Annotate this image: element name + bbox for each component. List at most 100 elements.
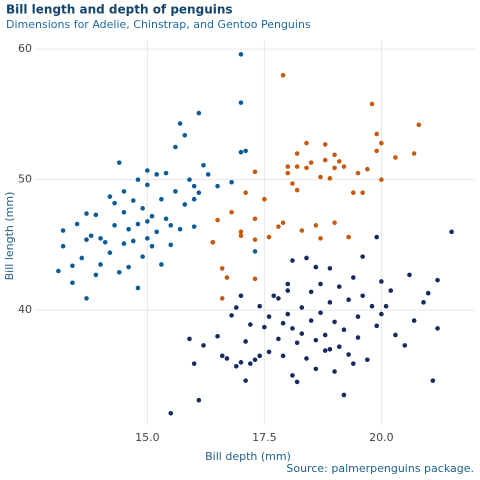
point — [365, 166, 370, 172]
point — [290, 258, 295, 263]
point — [177, 121, 183, 126]
point — [252, 276, 258, 282]
point — [322, 348, 328, 353]
point — [140, 254, 145, 259]
point — [229, 313, 234, 318]
point — [299, 331, 305, 336]
point — [313, 223, 319, 228]
point — [257, 353, 262, 359]
point — [393, 155, 398, 160]
point — [327, 347, 333, 352]
point — [308, 160, 314, 165]
point — [374, 131, 380, 137]
point — [383, 303, 389, 309]
point — [299, 305, 305, 310]
point — [112, 223, 117, 228]
point — [173, 144, 178, 150]
point — [201, 343, 206, 348]
point — [285, 170, 291, 176]
point — [93, 212, 99, 218]
point — [159, 262, 164, 267]
point — [238, 233, 244, 239]
point — [379, 279, 384, 284]
point — [219, 296, 225, 301]
point — [149, 213, 155, 219]
point — [290, 373, 295, 378]
point — [252, 169, 258, 175]
point — [266, 349, 272, 355]
point — [252, 357, 258, 363]
point — [327, 176, 333, 181]
point — [238, 229, 244, 235]
point — [84, 296, 89, 301]
x-tick-label: 20.0 — [369, 431, 394, 444]
point — [224, 356, 230, 361]
point — [70, 263, 75, 269]
point — [219, 266, 225, 271]
point — [243, 190, 248, 195]
point — [374, 234, 380, 240]
point — [421, 300, 426, 305]
point — [182, 132, 188, 138]
point — [215, 217, 220, 223]
point — [215, 183, 220, 189]
point — [285, 281, 291, 287]
point — [70, 280, 75, 286]
point — [56, 268, 61, 274]
y-tick-label: 40 — [18, 303, 32, 316]
point — [341, 164, 347, 169]
point — [308, 289, 314, 295]
point — [435, 326, 440, 331]
point — [449, 229, 454, 235]
point — [416, 122, 422, 128]
point — [112, 200, 117, 206]
point — [126, 264, 131, 270]
point — [294, 340, 300, 346]
point — [121, 241, 127, 246]
point — [346, 234, 351, 240]
point — [116, 270, 122, 275]
point — [159, 196, 164, 202]
point — [135, 221, 141, 227]
point — [238, 100, 244, 105]
point — [252, 216, 258, 222]
point — [196, 110, 202, 116]
point — [149, 243, 155, 249]
point — [121, 209, 127, 215]
point — [262, 324, 267, 330]
point — [379, 140, 384, 146]
point — [163, 216, 169, 222]
point — [107, 194, 113, 199]
point — [187, 336, 192, 342]
point — [313, 366, 319, 372]
point — [238, 293, 244, 299]
point — [369, 101, 375, 107]
point — [262, 196, 267, 202]
point — [332, 165, 337, 171]
point — [205, 172, 211, 177]
point — [187, 177, 192, 182]
point — [290, 181, 295, 186]
point — [238, 360, 244, 365]
point — [243, 148, 248, 154]
point — [388, 288, 394, 293]
point — [290, 326, 295, 331]
point — [285, 311, 291, 317]
point — [332, 369, 337, 374]
point — [271, 293, 277, 299]
point — [346, 297, 351, 303]
point — [107, 250, 113, 256]
point — [130, 238, 136, 244]
y-tick-label: 60 — [18, 42, 32, 55]
point — [130, 198, 136, 203]
point — [332, 152, 337, 158]
point — [294, 151, 300, 156]
point — [318, 281, 323, 287]
point — [252, 249, 258, 254]
y-tick-label: 50 — [18, 173, 32, 186]
point — [145, 236, 150, 241]
point — [350, 190, 356, 195]
point — [379, 177, 384, 182]
y-axis-label: Bill length (mm) — [3, 192, 16, 281]
point — [238, 52, 244, 57]
